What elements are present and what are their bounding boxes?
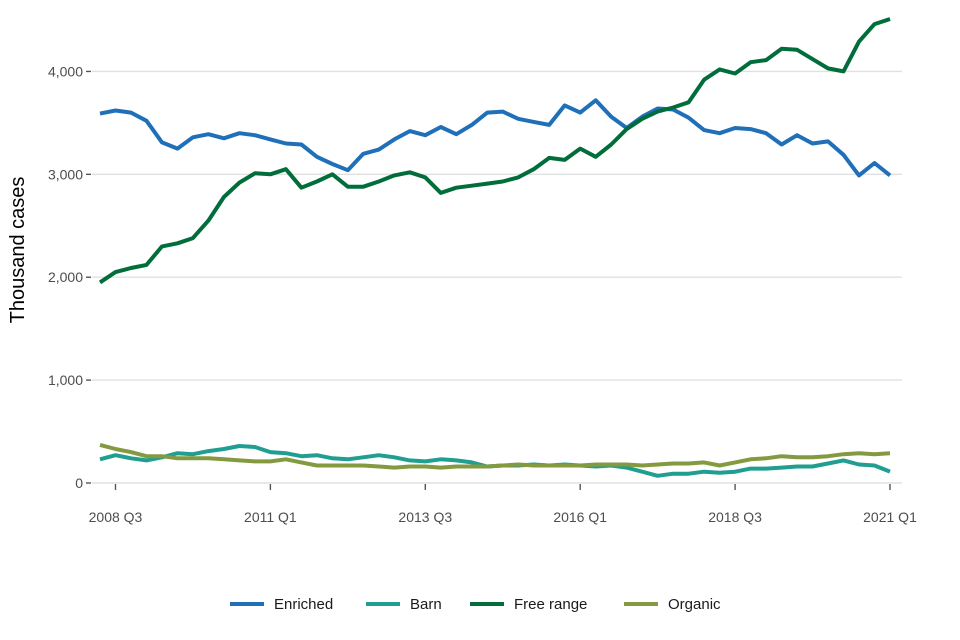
legend: Enriched Barn Free range Organic (230, 596, 721, 613)
y-tick-label: 1,000 (48, 372, 83, 388)
y-tick-label: 3,000 (48, 166, 83, 182)
series-line-enriched (99, 98, 892, 178)
y-tick-label: 2,000 (48, 269, 83, 285)
x-tick-label: 2011 Q1 (244, 509, 297, 525)
legend-label-barn: Barn (410, 596, 442, 613)
x-tick-label: 2021 Q1 (863, 509, 917, 525)
x-tick-label: 2013 Q3 (398, 509, 452, 525)
series-line-free-range (98, 17, 891, 285)
x-tick-label: 2016 Q1 (553, 509, 607, 525)
y-tick-label: 0 (75, 475, 83, 491)
y-axis-title: Thousand cases (7, 177, 29, 324)
x-tick-label: 2008 Q3 (89, 509, 143, 525)
legend-label-free-range: Free range (514, 596, 587, 613)
series-line-organic (99, 442, 891, 470)
y-tick-label: 4,000 (48, 63, 83, 79)
legend-label-organic: Organic (668, 596, 721, 613)
legend-label-enriched: Enriched (274, 596, 333, 613)
x-tick-label: 2018 Q3 (708, 509, 762, 525)
y-axis: 0 1,000 2,000 3,000 4,000 (48, 63, 91, 491)
x-axis: 2008 Q3 2011 Q1 2013 Q3 2016 Q1 2018 Q3 2021 … (89, 484, 917, 525)
series-lines (98, 17, 892, 478)
gridlines (92, 70, 902, 484)
